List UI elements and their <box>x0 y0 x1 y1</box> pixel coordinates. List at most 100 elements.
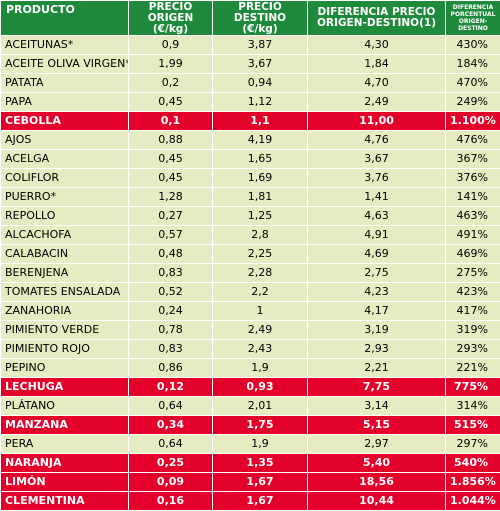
cell-origin-price: 0,83 <box>129 340 213 359</box>
cell-product: CEBOLLA <box>1 112 129 131</box>
cell-price-difference: 2,75 <box>308 264 446 283</box>
cell-destination-price: 1,9 <box>213 359 308 378</box>
cell-product: MANZANA <box>1 416 129 435</box>
cell-origin-price: 0,45 <box>129 150 213 169</box>
cell-product: TOMATES ENSALADA <box>1 283 129 302</box>
cell-destination-price: 1,75 <box>213 416 308 435</box>
cell-product: COLIFLOR <box>1 169 129 188</box>
table-header-row: PRODUCTO PRECIO ORIGEN (€/kg) PRECIO DES… <box>1 1 500 36</box>
cell-origin-price: 0,1 <box>129 112 213 131</box>
cell-destination-price: 2,01 <box>213 397 308 416</box>
cell-price-difference: 2,93 <box>308 340 446 359</box>
cell-price-difference: 3,14 <box>308 397 446 416</box>
cell-origin-price: 0,25 <box>129 454 213 473</box>
cell-price-difference: 4,23 <box>308 283 446 302</box>
cell-percent-difference: 221% <box>446 359 500 378</box>
cell-origin-price: 0,12 <box>129 378 213 397</box>
cell-product: ALCACHOFA <box>1 226 129 245</box>
cell-destination-price: 1,65 <box>213 150 308 169</box>
cell-product: BERENJENA <box>1 264 129 283</box>
cell-destination-price: 2,28 <box>213 264 308 283</box>
cell-destination-price: 1 <box>213 302 308 321</box>
cell-origin-price: 0,48 <box>129 245 213 264</box>
cell-percent-difference: 1.100% <box>446 112 500 131</box>
cell-price-difference: 4,30 <box>308 36 446 55</box>
cell-product: ACEITE OLIVA VIRGEN* <box>1 55 129 74</box>
cell-origin-price: 0,16 <box>129 492 213 511</box>
cell-product: PAPA <box>1 93 129 112</box>
cell-percent-difference: 249% <box>446 93 500 112</box>
cell-percent-difference: 476% <box>446 131 500 150</box>
cell-price-difference: 4,69 <box>308 245 446 264</box>
cell-percent-difference: 275% <box>446 264 500 283</box>
cell-destination-price: 3,87 <box>213 36 308 55</box>
cell-product: CALABACIN <box>1 245 129 264</box>
cell-destination-price: 2,2 <box>213 283 308 302</box>
cell-price-difference: 7,75 <box>308 378 446 397</box>
cell-percent-difference: 417% <box>446 302 500 321</box>
cell-percent-difference: 775% <box>446 378 500 397</box>
cell-origin-price: 0,83 <box>129 264 213 283</box>
cell-origin-price: 1,28 <box>129 188 213 207</box>
cell-product: AJOS <box>1 131 129 150</box>
cell-price-difference: 10,44 <box>308 492 446 511</box>
cell-origin-price: 0,64 <box>129 397 213 416</box>
cell-origin-price: 0,78 <box>129 321 213 340</box>
header-price-difference: DIFERENCIA PRECIO ORIGEN-DESTINO(1) <box>308 1 446 36</box>
cell-product: PIMIENTO VERDE <box>1 321 129 340</box>
cell-percent-difference: 141% <box>446 188 500 207</box>
cell-product: ACEITUNAS* <box>1 36 129 55</box>
cell-percent-difference: 491% <box>446 226 500 245</box>
cell-destination-price: 1,12 <box>213 93 308 112</box>
cell-percent-difference: 1.856% <box>446 473 500 492</box>
cell-percent-difference: 430% <box>446 36 500 55</box>
cell-price-difference: 2,97 <box>308 435 446 454</box>
cell-product: PERA <box>1 435 129 454</box>
cell-origin-price: 0,45 <box>129 169 213 188</box>
cell-origin-price: 0,27 <box>129 207 213 226</box>
cell-price-difference: 11,00 <box>308 112 446 131</box>
cell-origin-price: 0,09 <box>129 473 213 492</box>
cell-product: ACELGA <box>1 150 129 169</box>
cell-origin-price: 0,88 <box>129 131 213 150</box>
cell-price-difference: 1,84 <box>308 55 446 74</box>
cell-price-difference: 3,67 <box>308 150 446 169</box>
cell-percent-difference: 470% <box>446 74 500 93</box>
cell-origin-price: 0,9 <box>129 36 213 55</box>
cell-destination-price: 1,81 <box>213 188 308 207</box>
cell-price-difference: 3,19 <box>308 321 446 340</box>
cell-price-difference: 18,56 <box>308 473 446 492</box>
cell-price-difference: 1,41 <box>308 188 446 207</box>
cell-price-difference: 4,91 <box>308 226 446 245</box>
cell-origin-price: 0,86 <box>129 359 213 378</box>
price-table-container: PRODUCTO PRECIO ORIGEN (€/kg) PRECIO DES… <box>0 0 500 445</box>
cell-product: ZANAHORIA <box>1 302 129 321</box>
cell-origin-price: 0,24 <box>129 302 213 321</box>
cell-origin-price: 0,52 <box>129 283 213 302</box>
cell-price-difference: 2,21 <box>308 359 446 378</box>
cell-destination-price: 1,9 <box>213 435 308 454</box>
cell-product: LECHUGA <box>1 378 129 397</box>
cell-percent-difference: 423% <box>446 283 500 302</box>
cell-price-difference: 5,15 <box>308 416 446 435</box>
